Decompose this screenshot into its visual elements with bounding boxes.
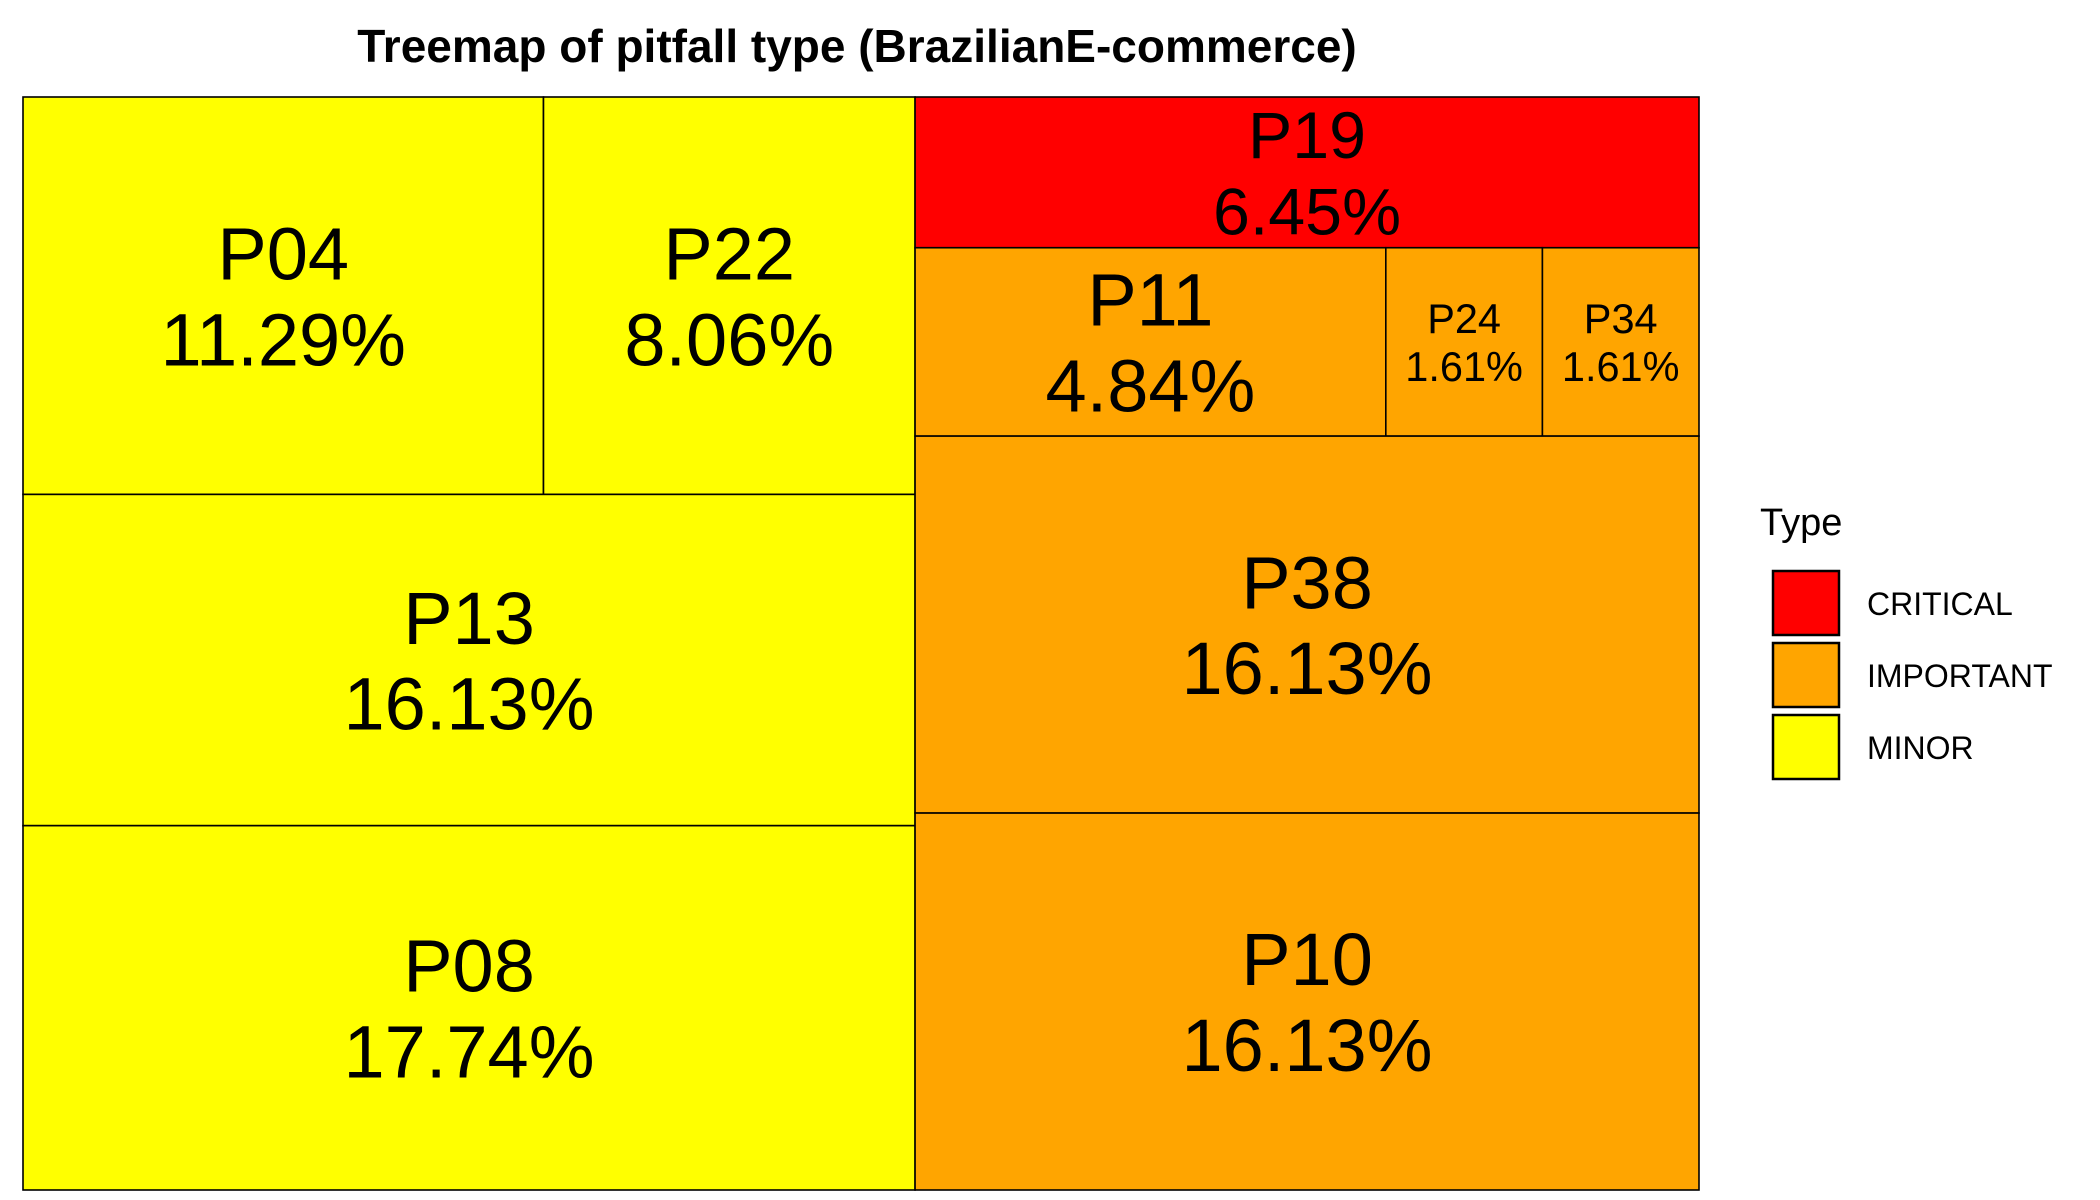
tile-label: P04 [217, 212, 349, 295]
legend-label-minor: MINOR [1867, 730, 1974, 766]
tile-value-label: 8.06% [624, 298, 834, 381]
legend-key-minor [1771, 713, 1841, 781]
legend: Type CRITICAL IMPORTANT MINOR [1760, 502, 2052, 781]
tile-value-label: 1.61% [1562, 343, 1680, 390]
tile-rect [914, 96, 1700, 249]
chart-title: Treemap of pitfall type (BrazilianE-comm… [357, 20, 1357, 72]
legend-key-important [1771, 641, 1841, 709]
tile-rect [22, 493, 916, 827]
tile-value-label: 1.61% [1405, 343, 1523, 390]
tile-rect [914, 435, 1700, 814]
tile-label: P22 [663, 212, 795, 295]
tile-rect [914, 812, 1700, 1191]
tile-label: P24 [1427, 295, 1501, 342]
tile-rect [22, 96, 545, 496]
legend-label-important: IMPORTANT [1867, 658, 2052, 694]
legend-key-critical [1771, 569, 1841, 637]
tile-value-label: 6.45% [1213, 176, 1401, 250]
tile-rect [914, 246, 1387, 437]
tile-value-label: 4.84% [1046, 344, 1256, 427]
treemap-tiles: P0411.29%P228.06%P1316.13%P0817.74%P196.… [22, 96, 1700, 1191]
tile-value-label: 11.29% [160, 298, 406, 381]
tile-rect [22, 824, 916, 1191]
tile-rect [1541, 246, 1700, 437]
tile-label: P10 [1241, 918, 1373, 1001]
tile-label: P08 [403, 925, 535, 1008]
tile-label: P13 [403, 577, 535, 660]
legend-title: Type [1760, 502, 1842, 544]
tile-label: P38 [1241, 541, 1373, 624]
tile-label: P19 [1248, 99, 1366, 173]
tile-rect [542, 96, 916, 496]
tile-value-label: 16.13% [344, 663, 595, 746]
tile-value-label: 17.74% [344, 1010, 595, 1093]
tile-value-label: 16.13% [1182, 1004, 1433, 1087]
tile-label: P11 [1087, 259, 1213, 342]
tile-rect [1385, 246, 1544, 437]
legend-label-critical: CRITICAL [1867, 586, 2013, 622]
tile-label: P34 [1584, 295, 1658, 342]
tile-value-label: 16.13% [1182, 627, 1433, 710]
